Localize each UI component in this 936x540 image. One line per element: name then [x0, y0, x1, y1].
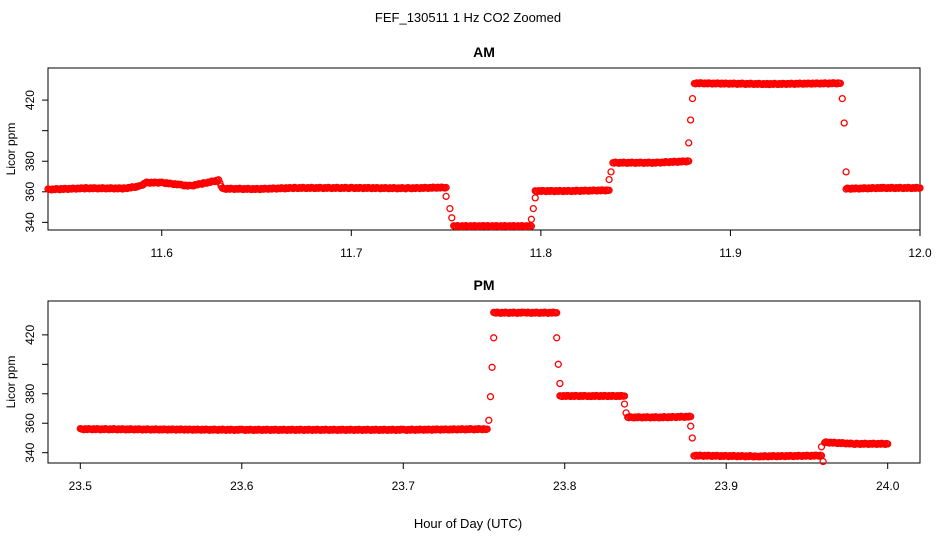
- data-series: [76, 308, 892, 466]
- y-axis-label: Licor ppm: [4, 356, 18, 409]
- data-point: [531, 194, 539, 202]
- data-point: [442, 192, 450, 201]
- data-point: [554, 360, 562, 368]
- data-point: [442, 183, 450, 192]
- data-point: [488, 363, 496, 371]
- data-series: [44, 79, 924, 231]
- data-point: [687, 422, 695, 430]
- panel-am: AM Licor ppm 340 360 380 420 11.6 11.7 11.8 11.9 1…: [4, 44, 932, 260]
- data-point: [916, 184, 924, 192]
- y-tick-label: 380: [23, 151, 37, 171]
- y-tick-label: 360: [23, 413, 37, 433]
- data-point: [605, 175, 613, 184]
- y-tick-label: 420: [23, 90, 37, 110]
- data-point: [556, 379, 564, 388]
- data-point: [836, 79, 845, 87]
- data-point: [685, 157, 693, 165]
- panel-title: PM: [474, 277, 495, 293]
- y-tick-label: 380: [23, 383, 37, 403]
- data-point: [553, 334, 561, 342]
- x-tick-label: 23.7: [392, 479, 416, 493]
- data-point: [840, 119, 848, 127]
- data-point: [490, 334, 498, 342]
- y-tick-label: 420: [23, 325, 37, 345]
- data-point: [448, 214, 456, 222]
- plot-panels: AM Licor ppm 340 360 380 420 11.6 11.7 11.8 11.9 1…: [4, 44, 932, 493]
- x-tick-label: 12.0: [908, 246, 932, 260]
- y-tick-label: 360: [23, 181, 37, 201]
- data-point: [553, 309, 561, 317]
- data-point: [605, 186, 613, 194]
- panel-pm: PM Licor ppm 340 360 380 420 23.5 23.6 23.7 23.8 2…: [4, 277, 921, 493]
- data-point: [607, 168, 615, 176]
- data-point: [838, 94, 846, 103]
- data-point: [842, 168, 850, 176]
- y-tick-label: 340: [23, 442, 37, 462]
- x-tick-label: 23.5: [69, 479, 93, 493]
- x-axis-label: Hour of Day (UTC): [414, 516, 522, 531]
- x-tick-label: 23.6: [230, 479, 254, 493]
- y-axis-label: Licor ppm: [4, 123, 18, 176]
- data-point: [446, 204, 454, 213]
- data-point: [483, 425, 491, 433]
- data-point: [685, 139, 693, 147]
- data-point: [884, 440, 892, 448]
- data-point: [485, 416, 493, 424]
- data-point: [527, 215, 536, 223]
- x-tick-label: 11.8: [530, 246, 553, 260]
- y-tick-label: 340: [23, 212, 37, 232]
- data-point: [620, 400, 629, 408]
- x-tick-label: 24.0: [876, 479, 900, 493]
- x-tick-label: 23.8: [553, 479, 577, 493]
- x-tick-label: 11.9: [719, 246, 742, 260]
- data-point: [687, 412, 695, 421]
- data-point: [527, 222, 536, 230]
- data-point: [620, 392, 629, 400]
- x-tick-label: 23.9: [715, 479, 739, 493]
- figure-title: FEF_130511 1 Hz CO2 Zoomed: [375, 10, 561, 25]
- data-point: [688, 434, 696, 442]
- x-tick-label: 11.7: [340, 246, 363, 260]
- plot-frame: [47, 300, 921, 464]
- panel-title: AM: [473, 44, 495, 60]
- data-point: [486, 393, 495, 401]
- x-tick-label: 11.6: [151, 246, 174, 260]
- data-point: [819, 457, 827, 466]
- data-point: [688, 94, 697, 103]
- plot-frame: [47, 67, 921, 231]
- data-point: [686, 116, 695, 124]
- data-point: [529, 204, 537, 213]
